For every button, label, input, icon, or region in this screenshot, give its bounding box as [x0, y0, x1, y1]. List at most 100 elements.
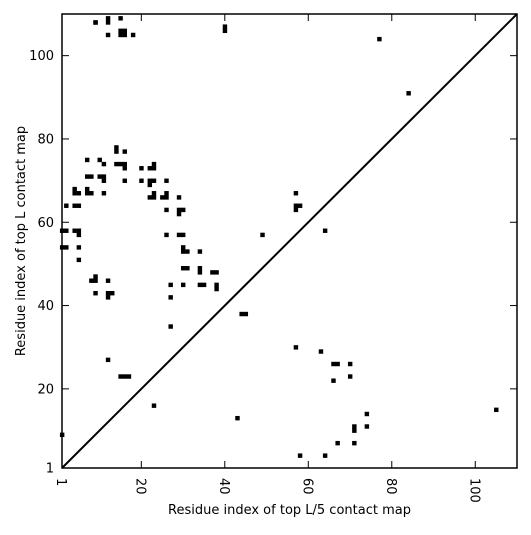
contact-point	[164, 195, 169, 200]
contact-point	[352, 424, 357, 429]
contact-point	[118, 28, 123, 34]
contact-point	[139, 178, 144, 183]
contact-point	[176, 207, 182, 213]
contact-point	[126, 374, 132, 379]
y-axis-ticks: 1 20 40 60 80 100	[29, 49, 517, 477]
contact-point	[176, 232, 182, 238]
contact-point	[297, 453, 303, 458]
contact-point	[168, 295, 173, 300]
x-tick-label: 100	[466, 478, 481, 503]
contact-point	[197, 270, 203, 275]
contact-point	[260, 232, 265, 238]
contact-point	[147, 178, 153, 183]
contact-point	[322, 453, 328, 458]
contact-point	[222, 28, 228, 34]
contact-point	[180, 232, 186, 238]
contact-point	[101, 174, 107, 179]
x-tick-label: 1	[53, 478, 68, 486]
y-tick-label: 40	[37, 299, 54, 314]
contact-point	[164, 207, 169, 213]
contact-point	[84, 186, 90, 192]
contact-point	[105, 20, 111, 25]
contact-point	[64, 228, 69, 233]
contact-point	[89, 191, 94, 196]
contact-point	[93, 291, 98, 296]
contact-point	[352, 428, 357, 433]
contact-point	[122, 374, 127, 379]
contact-point	[147, 182, 153, 188]
contact-point	[185, 266, 190, 271]
contact-point	[72, 191, 77, 196]
contact-point	[72, 203, 77, 208]
contact-point	[160, 195, 165, 200]
contact-point	[76, 232, 82, 238]
contact-point	[293, 191, 299, 196]
contact-point	[84, 157, 90, 163]
contact-point	[84, 191, 90, 196]
contact-point	[151, 178, 157, 183]
contact-point	[180, 249, 186, 254]
contact-point	[347, 361, 353, 367]
contact-point	[93, 278, 98, 283]
contact-point	[122, 28, 127, 34]
x-axis-ticks: 1 20 40 60 80 100	[53, 14, 481, 503]
contact-point	[335, 361, 340, 367]
contact-point	[201, 282, 207, 288]
contact-point	[105, 357, 111, 363]
contact-point	[293, 345, 299, 350]
contact-point	[105, 291, 111, 296]
contact-point	[164, 232, 169, 238]
y-tick-label: 20	[37, 382, 54, 397]
contact-point	[130, 32, 136, 38]
contact-point	[168, 282, 173, 288]
contact-point	[239, 311, 244, 317]
contact-point	[406, 91, 411, 96]
contact-point	[122, 166, 127, 171]
plot-frame	[61, 13, 518, 469]
contact-point	[147, 195, 153, 200]
contact-point	[214, 282, 219, 288]
contact-point	[151, 403, 157, 408]
contact-point	[297, 203, 303, 208]
contact-point	[210, 270, 215, 275]
contact-point	[151, 195, 157, 200]
contact-point	[331, 361, 336, 367]
contact-point	[72, 186, 77, 192]
contact-point	[76, 245, 82, 250]
contact-point	[118, 16, 123, 21]
contact-point	[168, 324, 173, 329]
contact-point	[185, 249, 190, 254]
contact-point	[147, 166, 153, 171]
x-axis-label: Residue index of top L/5 contact map	[168, 503, 411, 518]
contact-point	[122, 149, 127, 154]
contact-point	[180, 282, 186, 288]
contact-point	[101, 161, 107, 167]
diagonal-reference-line	[61, 13, 518, 469]
contact-point	[84, 174, 90, 179]
contact-point	[176, 195, 182, 200]
contact-point	[105, 278, 111, 283]
contact-point	[97, 157, 102, 163]
contact-point	[93, 20, 98, 25]
contact-point	[118, 32, 123, 38]
contact-point	[364, 411, 370, 417]
x-tick-label: 80	[383, 478, 398, 495]
contact-point	[164, 178, 169, 183]
contact-point	[76, 191, 82, 196]
contact-point	[114, 161, 119, 167]
contact-point	[122, 161, 127, 167]
y-tick-label: 100	[29, 49, 54, 64]
x-tick-label: 40	[216, 478, 231, 495]
contact-point	[64, 245, 69, 250]
contact-point	[151, 191, 157, 196]
contact-point	[64, 203, 69, 208]
contact-point	[164, 191, 169, 196]
contact-point	[105, 295, 111, 300]
contact-point	[76, 228, 82, 233]
contact-point	[76, 257, 82, 263]
contact-point	[114, 149, 119, 154]
contact-point	[151, 161, 157, 167]
contact-point	[114, 145, 119, 150]
contact-point	[243, 311, 249, 317]
